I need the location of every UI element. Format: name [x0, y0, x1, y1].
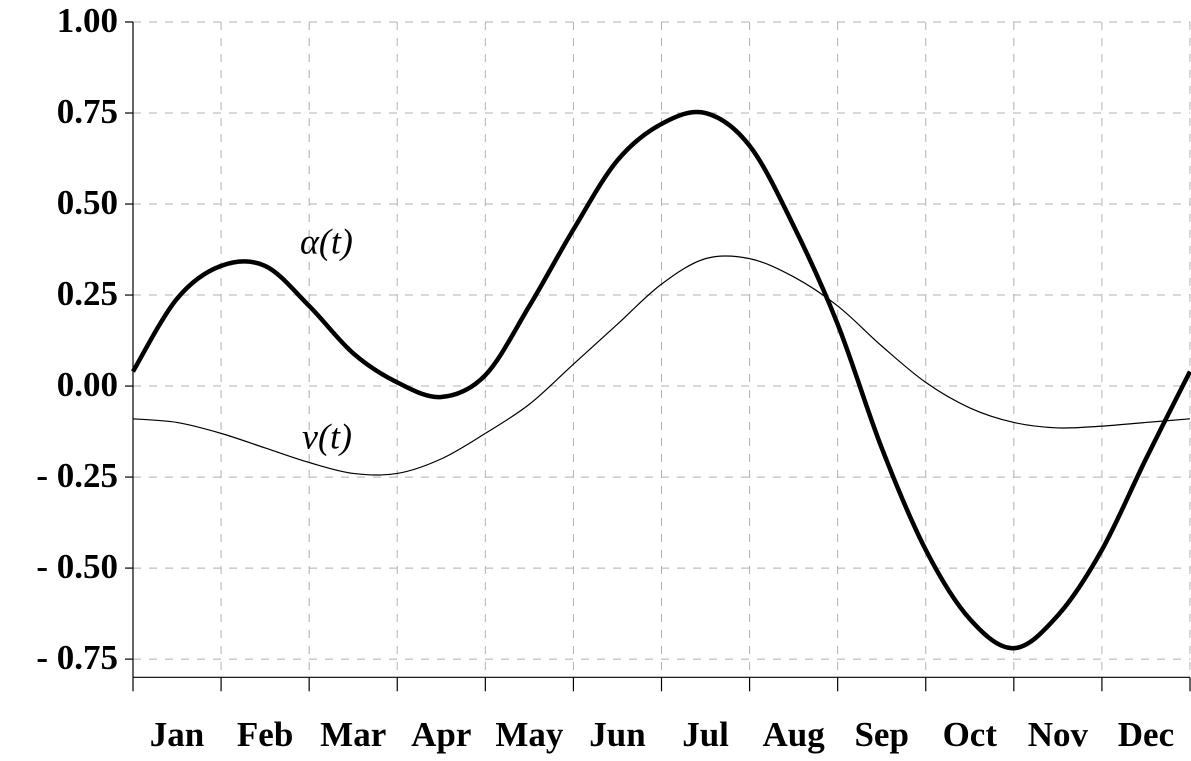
x-tick-label: Jul: [682, 715, 729, 754]
x-tick-label: Apr: [411, 715, 471, 754]
x-tick-label: Nov: [1028, 715, 1089, 754]
y-tick-label: - 0.75: [36, 638, 118, 677]
x-tick-label: May: [495, 715, 564, 754]
y-tick-label: - 0.50: [36, 547, 118, 586]
x-tick-label: Mar: [320, 715, 386, 754]
series-line: [131, 109, 1191, 651]
x-tick-label: Aug: [763, 715, 826, 754]
series-label: ν(t): [302, 416, 352, 456]
y-tick-label: - 0.25: [36, 456, 118, 495]
x-tick-label: Jun: [589, 715, 645, 754]
x-tick-label: Jan: [150, 715, 204, 754]
series-line: [132, 255, 1191, 476]
y-tick-label: 0.50: [57, 183, 118, 222]
x-tick-label: Feb: [237, 715, 293, 754]
y-tick-label: 0.75: [57, 92, 118, 131]
x-tick-label: Oct: [943, 715, 998, 754]
x-tick-label: Sep: [854, 715, 908, 754]
series-label: α(t): [300, 221, 353, 261]
y-tick-label: 0.25: [57, 274, 118, 313]
x-tick-label: Dec: [1118, 715, 1174, 754]
y-tick-label: 0.00: [57, 365, 118, 404]
y-tick-label: 1.00: [57, 1, 118, 40]
